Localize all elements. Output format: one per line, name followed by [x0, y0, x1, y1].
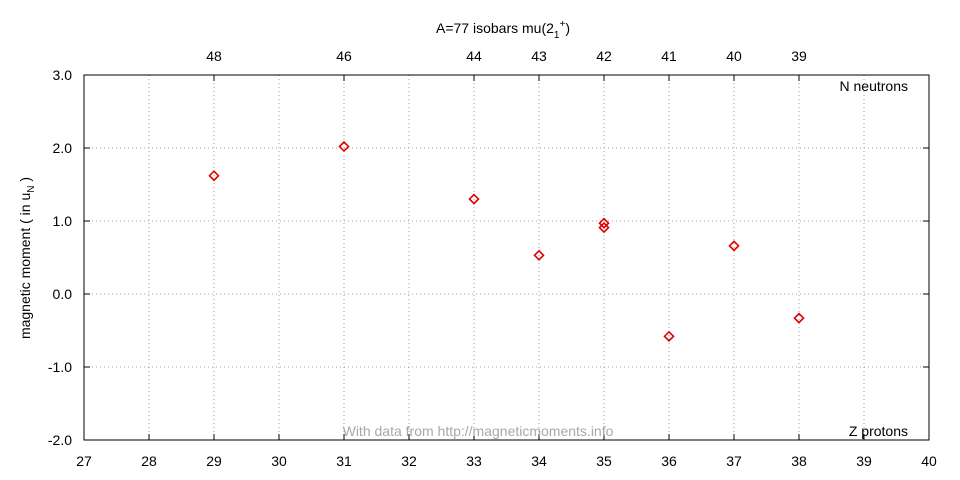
data-point-marker	[468, 193, 480, 205]
top-tick-label: 39	[791, 48, 807, 64]
chart-title: A=77 isobars mu(21+)	[436, 19, 570, 41]
x-tick-label: 37	[726, 453, 742, 469]
y-tick-label: -1.0	[48, 359, 72, 375]
data-point-marker	[533, 249, 545, 261]
y-tick-label: 3.0	[53, 67, 73, 83]
x-tick-label: 40	[921, 453, 937, 469]
x-tick-label: 35	[596, 453, 612, 469]
data-point-marker	[208, 170, 220, 182]
plot-frame	[83, 74, 930, 441]
data-point-marker	[598, 217, 610, 229]
data-point-marker	[793, 312, 805, 324]
top-tick-label: 46	[336, 48, 352, 64]
top-axis-label: N neutrons	[840, 78, 908, 94]
y-tick-label: 2.0	[53, 140, 73, 156]
top-tick-label: 43	[531, 48, 547, 64]
y-tick-label: -2.0	[48, 432, 72, 448]
data-point-marker	[338, 140, 350, 153]
grid-lines	[84, 75, 929, 440]
axis-ticks	[83, 74, 930, 441]
x-tick-label: 32	[401, 453, 417, 469]
y-axis-label: magnetic moment ( in uN )	[17, 177, 37, 339]
x-tick-label: 38	[791, 453, 807, 469]
top-tick-label: 41	[661, 48, 677, 64]
top-tick-labels: 48 46 44 43 42 41 40 39	[206, 48, 807, 64]
x-tick-label: 36	[661, 453, 677, 469]
y-tick-label: 0.0	[53, 286, 73, 302]
x-tick-label: 29	[206, 453, 222, 469]
top-tick-label: 48	[206, 48, 222, 64]
data-points	[208, 140, 805, 342]
data-point-marker	[728, 240, 740, 252]
data-point-marker	[663, 330, 675, 342]
top-tick-label: 42	[596, 48, 612, 64]
x-tick-label: 31	[336, 453, 352, 469]
top-tick-label: 40	[726, 48, 742, 64]
y-tick-label: 1.0	[53, 213, 73, 229]
watermark: With data from http://magneticmoments.in…	[343, 423, 614, 439]
x-tick-label: 34	[531, 453, 547, 469]
x-tick-labels: 27 28 29 30 31 32 33 34 35 36 37 38 39 40	[76, 453, 937, 469]
x-tick-label: 27	[76, 453, 92, 469]
top-tick-label: 44	[466, 48, 482, 64]
x-tick-label: 33	[466, 453, 482, 469]
x-tick-label: 30	[271, 453, 287, 469]
y-tick-labels: -2.0 -1.0 0.0 1.0 2.0 3.0	[48, 67, 72, 448]
x-tick-label: 39	[856, 453, 872, 469]
x-tick-label: 28	[141, 453, 157, 469]
data-point-marker	[598, 221, 610, 234]
x-axis-label: Z protons	[849, 423, 908, 439]
